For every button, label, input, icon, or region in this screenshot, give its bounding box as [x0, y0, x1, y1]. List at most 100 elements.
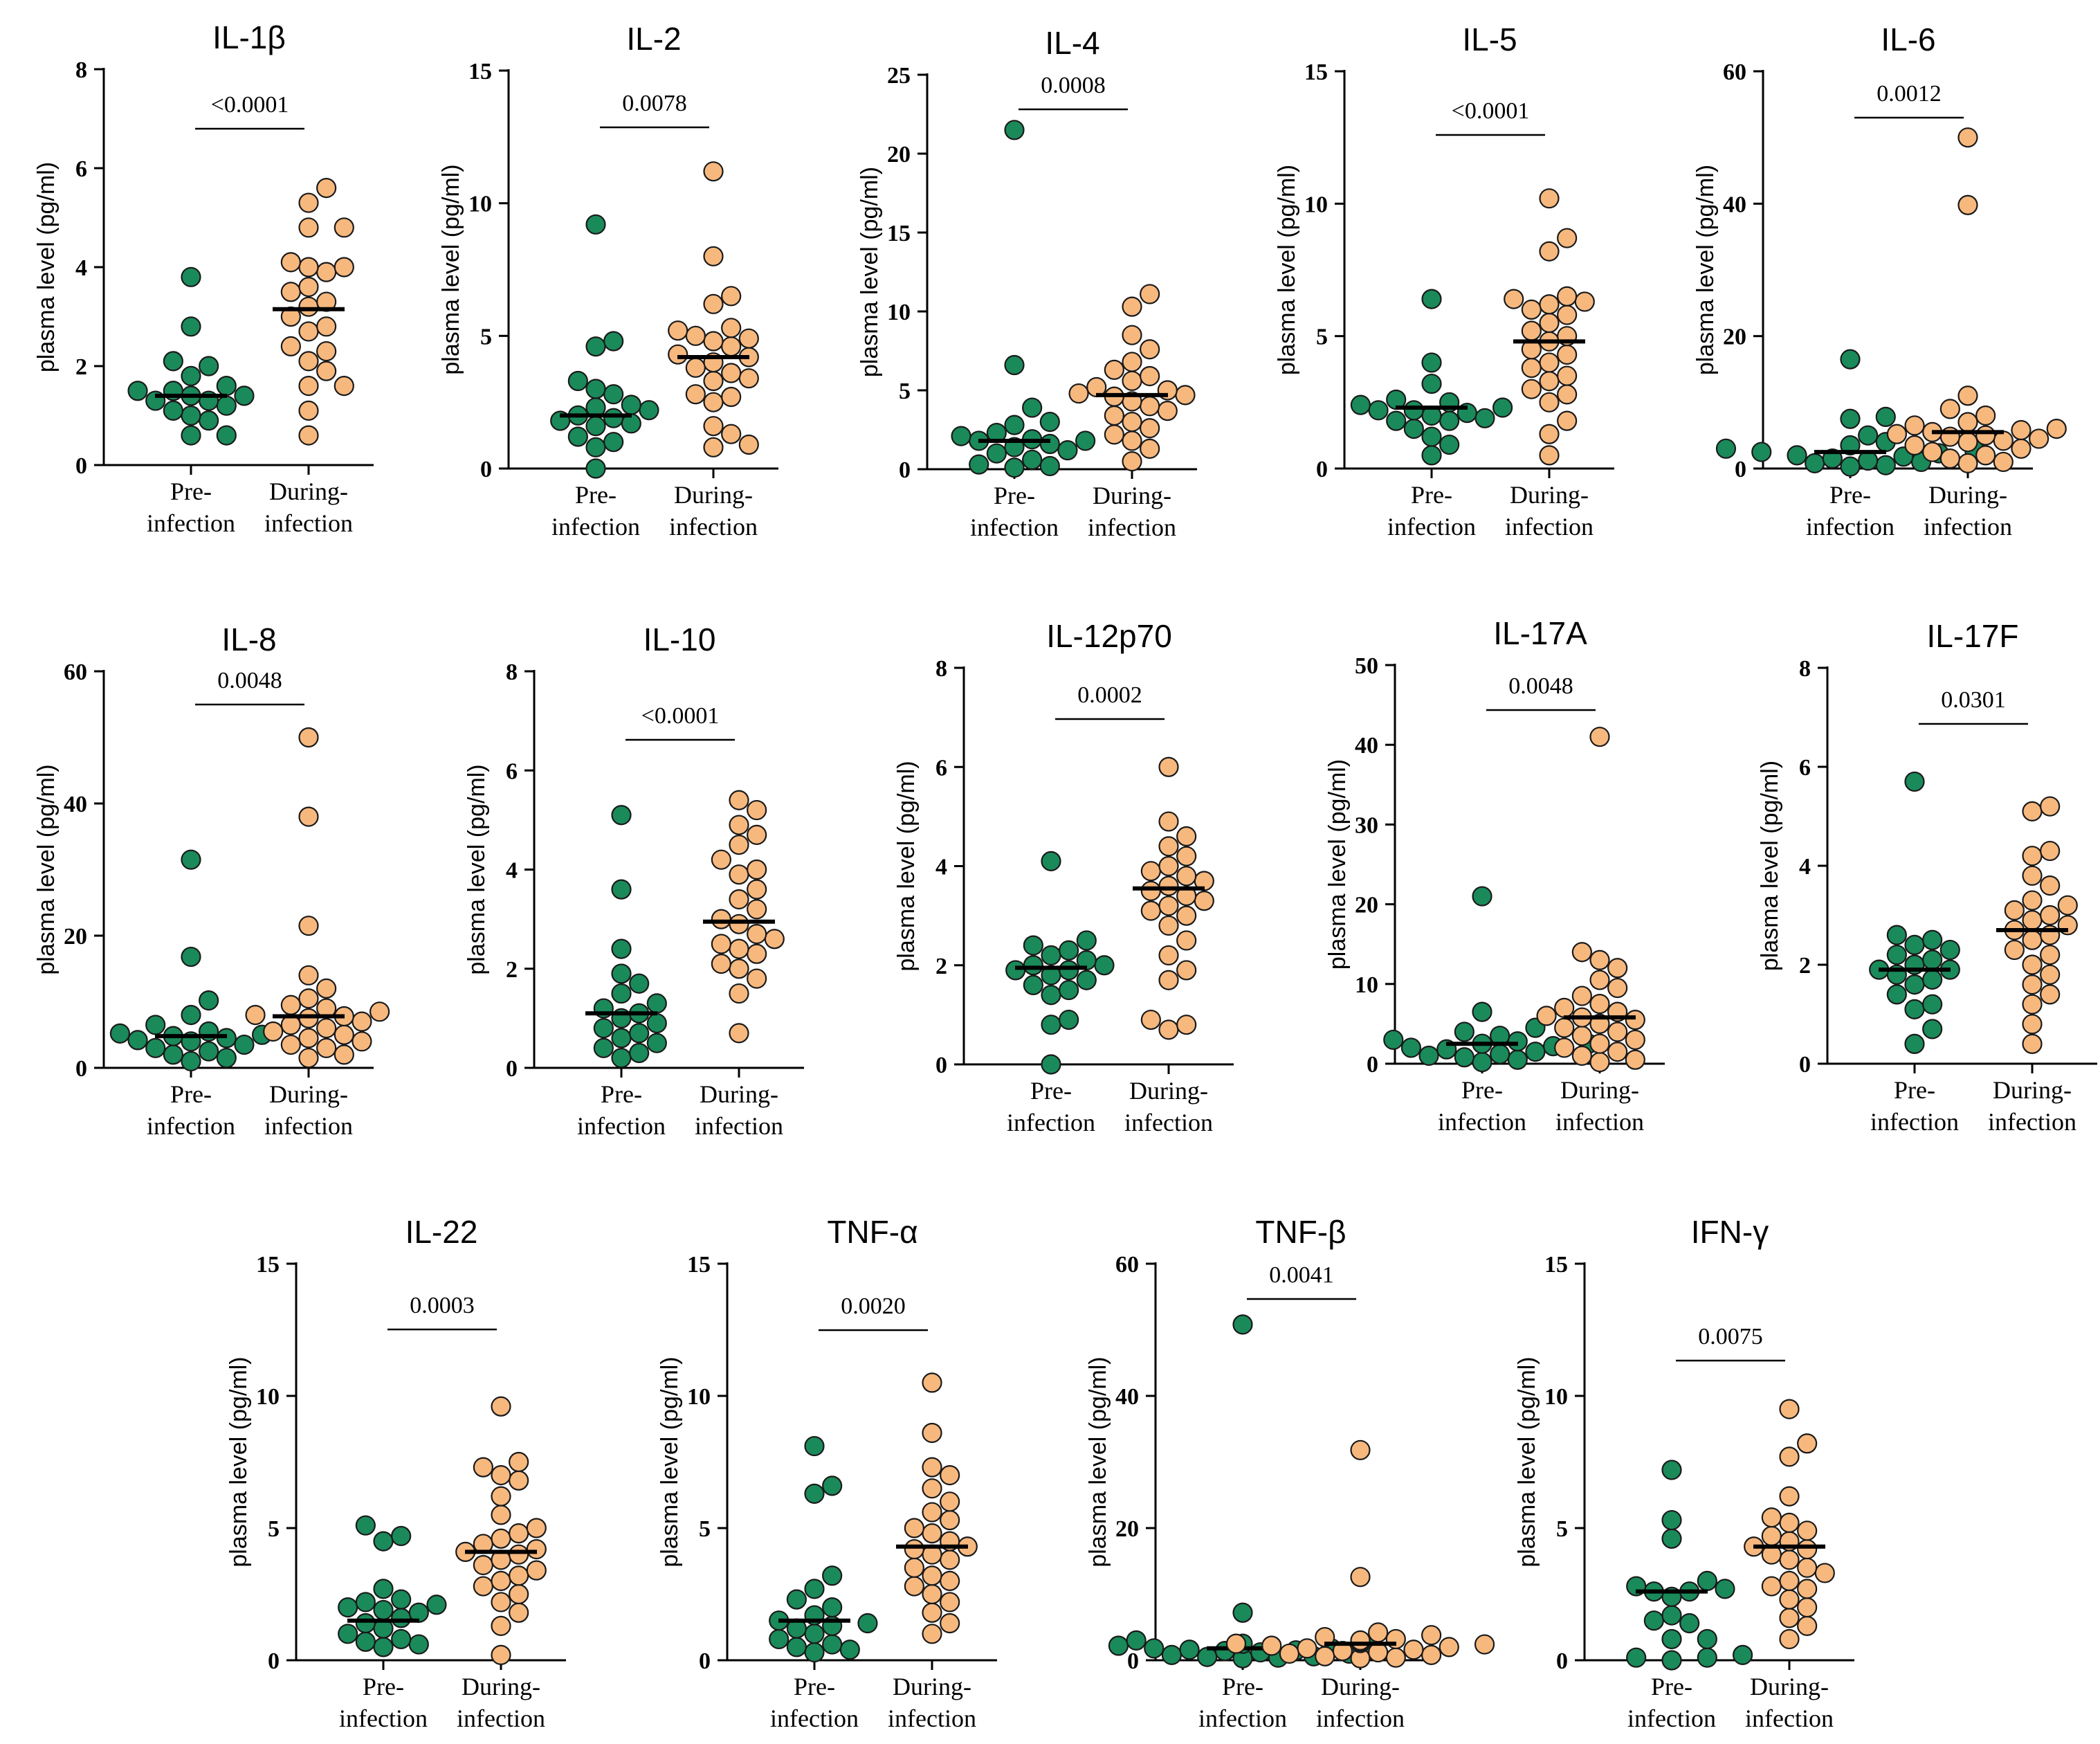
data-point-during	[1957, 412, 1978, 433]
data-point-pre	[646, 993, 667, 1014]
data-point-pre	[1059, 979, 1079, 1001]
category-label-line: During-	[700, 1080, 778, 1108]
category-label-pre: Pre-infection	[1007, 1077, 1095, 1136]
data-point-during	[1797, 1557, 1818, 1578]
data-point-during	[1539, 241, 1560, 262]
data-point-during	[703, 246, 724, 266]
data-point-during	[1421, 1625, 1442, 1646]
data-point-during	[316, 361, 337, 381]
data-point-pre	[1472, 886, 1492, 907]
category-label-line: Pre-	[1030, 1077, 1072, 1105]
data-point-during	[1539, 352, 1560, 373]
y-tick-label: 0	[1735, 457, 1746, 482]
data-point-pre	[1492, 397, 1513, 418]
data-point-during	[703, 437, 724, 457]
category-label-line: Pre-	[1411, 481, 1452, 509]
data-point-during	[1122, 370, 1142, 391]
y-tick-label: 8	[506, 660, 518, 685]
category-label-during: During-infection	[264, 478, 353, 537]
panel-ifn: IFN-γ plasma level (pg/ml) 0 5 10 15 Pre-infec…	[1514, 1214, 1854, 1732]
data-point-pre	[567, 370, 588, 392]
data-point-during	[1104, 405, 1124, 426]
data-point-during	[1176, 930, 1197, 951]
y-tick-label: 40	[1355, 733, 1378, 759]
data-point-during	[280, 252, 301, 273]
data-point-during	[1140, 284, 1160, 305]
data-point-pre	[1383, 1029, 1404, 1051]
data-point-during	[1554, 1017, 1575, 1038]
category-label-line: Pre-	[1222, 1673, 1263, 1700]
y-tick-label: 6	[506, 759, 518, 784]
data-point-during	[1261, 1635, 1282, 1656]
category-label-line: infection	[264, 1112, 353, 1140]
y-tick-label: 20	[64, 924, 87, 950]
category-label-line: infection	[339, 1705, 428, 1732]
y-tick-label: 0	[1367, 1052, 1378, 1078]
data-point-pre	[338, 1624, 358, 1644]
y-tick-label: 5	[1556, 1516, 1568, 1542]
data-point-pre	[1005, 960, 1026, 981]
category-label-line: infection	[1870, 1108, 1959, 1136]
data-point-during	[721, 386, 742, 408]
data-point-during	[316, 1037, 337, 1058]
data-point-during	[729, 835, 749, 855]
data-point-during	[1279, 1643, 1300, 1664]
data-point-during	[1779, 1486, 1800, 1507]
data-point-during	[1922, 442, 1943, 462]
data-point-pre	[822, 1565, 843, 1586]
data-point-pre	[199, 1041, 219, 1062]
data-point-pre	[611, 1028, 632, 1048]
y-axis-label: plasma level (pg/ml)	[226, 1356, 252, 1567]
y-axis-label: plasma level (pg/ml)	[1274, 165, 1300, 375]
data-point-pre	[1626, 1647, 1647, 1668]
data-point-during	[1797, 1597, 1818, 1618]
y-tick-label: 0	[1556, 1648, 1568, 1674]
category-label-line: infection	[1007, 1109, 1095, 1136]
data-point-during	[1385, 1647, 1406, 1668]
data-point-pre	[1022, 449, 1043, 470]
data-point-during	[509, 1523, 529, 1544]
panel-title: IL-22	[405, 1214, 478, 1250]
data-point-pre	[603, 331, 624, 352]
panel-title: IL-4	[1045, 25, 1099, 61]
p-value-label: 0.0301	[1941, 687, 2006, 713]
panel-il-5: IL-5 plasma level (pg/ml) 0 5 10 15 Pre-infect…	[1274, 21, 1614, 541]
category-label-line: During-	[1093, 482, 1171, 509]
p-value-label: 0.0048	[1508, 673, 1573, 699]
data-point-during	[738, 434, 759, 455]
data-point-during	[1957, 453, 1978, 473]
y-tick-label: 2	[75, 354, 87, 380]
data-point-during	[1176, 960, 1197, 981]
data-point-during	[280, 994, 301, 1015]
data-point-during	[2046, 418, 2067, 439]
data-point-pre	[1368, 400, 1389, 421]
data-point-pre	[355, 1631, 376, 1652]
data-point-during	[1521, 357, 1542, 379]
data-point-pre	[1751, 442, 1772, 462]
data-point-during	[2022, 801, 2043, 821]
data-point-pre	[1076, 970, 1097, 990]
data-point-pre	[1715, 438, 1737, 459]
data-point-during	[351, 1011, 372, 1032]
category-label-line: Pre-	[1829, 481, 1871, 509]
y-tick-label: 0	[480, 457, 492, 482]
category-label-line: During-	[1750, 1673, 1829, 1700]
data-point-during	[298, 965, 319, 985]
y-tick-label: 20	[1115, 1516, 1139, 1542]
p-value-label: 0.0041	[1269, 1262, 1334, 1288]
data-point-pre	[1474, 408, 1495, 428]
data-point-pre	[567, 426, 588, 447]
data-point-pre	[1454, 1047, 1474, 1068]
data-point-pre	[109, 1023, 130, 1044]
data-point-pre	[1643, 1610, 1664, 1631]
y-tick-label: 20	[1723, 325, 1746, 350]
data-point-during	[2022, 1033, 2043, 1055]
data-point-during	[491, 1505, 511, 1525]
category-label-line: infection	[457, 1705, 545, 1732]
y-tick-label: 60	[1723, 60, 1746, 85]
data-point-during	[1140, 1009, 1161, 1030]
data-point-during	[1779, 1570, 1800, 1591]
data-point-pre	[1421, 352, 1442, 373]
data-point-during	[721, 318, 742, 338]
